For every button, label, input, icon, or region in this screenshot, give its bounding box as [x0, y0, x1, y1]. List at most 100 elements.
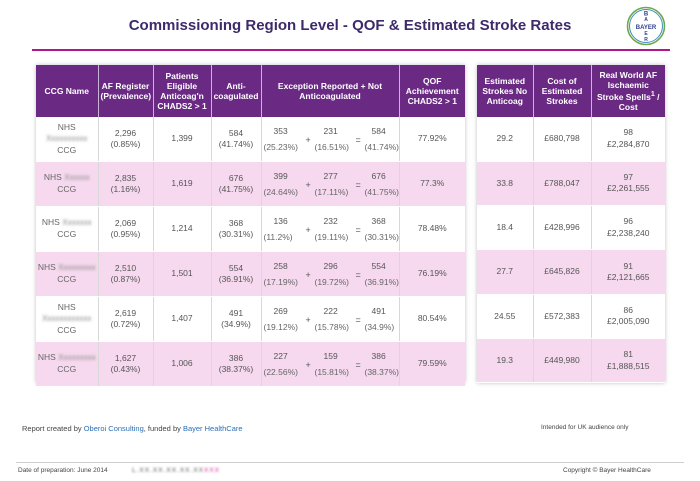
ccg-name-cell: NHS Xxxxxx CCG: [36, 161, 99, 207]
af-prevalence: (0.85%): [110, 139, 141, 149]
not-anticoag-value: 159: [323, 351, 338, 361]
header-exception: Exception Reported + Not Anticoagulated: [261, 65, 400, 117]
stroke-cost-cell: £428,996: [533, 205, 592, 251]
anticoagulated-cell: 386 (38.37%): [211, 341, 262, 387]
exception-cell: 258 (17.19%) +296 (19.72%) = 554 (36.91%): [261, 251, 400, 297]
ccg-name-cell: NHS Xxxxxxxxxx CCG: [36, 117, 99, 162]
equals-sign: =: [355, 135, 361, 145]
af-register-cell: 2,296 (0.85%): [98, 117, 154, 162]
plus-sign: +: [305, 225, 311, 235]
stroke-spells: 86: [623, 304, 633, 315]
table-row: NHS Xxxxxxxxxxxx CCG 2,619 (0.72%) 1,407 491(…: [36, 296, 465, 342]
anticoagulated-value: 584: [228, 127, 244, 138]
stroke-spells: 91: [623, 260, 633, 271]
title-divider: [32, 49, 670, 51]
ccg-suffix: CCG: [57, 364, 77, 375]
ccg-name-cell: NHS Xxxxxxxxxxxx CCG: [36, 296, 99, 342]
spell-cost: £2,005,090: [606, 316, 650, 327]
equals-sign: =: [355, 225, 361, 235]
exception-total-value: 584: [371, 126, 386, 136]
reference-code-main: L.XX.XX.XX.XX.XX: [132, 467, 204, 474]
real-world-cell: 96 £2,238,240: [591, 205, 665, 251]
table-row: NHS Xxxxxxxxxx CCG 2,296 (0.85%) 1,399 584 (41…: [36, 117, 465, 162]
header-af-register: AF Register (Prevalence): [98, 65, 154, 117]
table-row: NHS Xxxxxxxxx CCG 1,627 (0.43%) 1,006 386 (38.…: [36, 341, 465, 387]
anticoagulated-pct: (41.75%): [218, 184, 254, 194]
exception-value: 269: [273, 306, 288, 316]
ccg-prefix: NHS: [37, 352, 56, 363]
equals-sign: =: [355, 360, 361, 370]
funder-link[interactable]: Bayer HealthCare: [182, 424, 243, 433]
ccg-suffix: CCG: [57, 274, 77, 285]
svg-text:R: R: [644, 37, 648, 43]
qof-cell: 77.92%: [399, 117, 465, 162]
spell-cost: £2,261,555: [606, 183, 650, 194]
estimated-strokes-cell: 29.2: [477, 117, 534, 162]
real-world-cell: 91 £2,121,665: [591, 249, 665, 295]
af-prevalence: (0.95%): [110, 229, 141, 239]
not-anticoag-pct: (15.81%): [314, 367, 350, 377]
table-row: NHS Xxxxxxx CCG 2,069 (0.95%) 1,214 368 (30.31…: [36, 206, 465, 252]
eligible-cell: 1,501: [153, 251, 212, 297]
stroke-spells: 81: [623, 349, 633, 360]
af-register-value: 1,627: [114, 352, 137, 363]
exception-pct: (11.2%): [263, 232, 293, 242]
plus-sign: +: [305, 180, 311, 190]
creator-link[interactable]: Oberoi Consulting: [83, 424, 144, 433]
equals-sign: =: [355, 270, 361, 280]
stroke-table-card: Estimated Strokes No Anticoag Cost of Es…: [477, 65, 665, 384]
eligible-cell: 1,619: [153, 161, 212, 207]
anticoagulated-pct: (36.91%): [218, 274, 254, 284]
ccg-name-redacted: Xxxxxxx: [62, 218, 92, 228]
ccg-prefix: NHS: [43, 172, 62, 183]
qof-cell: 80.54%: [399, 296, 465, 342]
header-anticoagulated: Anti-coagulated: [211, 65, 262, 117]
header-real-world: Real World AF Ischaemic Stroke Spells1 /…: [591, 65, 665, 117]
page-title: Commissioning Region Level - QOF & Estim…: [128, 17, 572, 34]
stroke-spells: 98: [623, 127, 633, 138]
exception-pct: (25.23%): [263, 142, 299, 152]
exception-pct: (24.64%): [263, 187, 299, 197]
estimated-strokes-cell: 27.7: [477, 249, 534, 295]
anticoagulated-value: 676: [228, 172, 244, 183]
stroke-cost-cell: £788,047: [533, 161, 592, 207]
eligible-cell: 1,407: [153, 296, 212, 342]
af-prevalence: (0.87%): [110, 274, 141, 284]
ccg-prefix: NHS: [37, 262, 56, 273]
table-row: 29.2 £680,798 98 £2,284,870: [477, 117, 665, 162]
svg-text:E: E: [644, 31, 648, 37]
af-register-cell: 2,069 (0.95%): [98, 206, 154, 252]
real-world-cell: 98 £2,284,870: [591, 117, 665, 162]
exception-total-pct: (38.37%): [364, 367, 400, 377]
ccg-name-redacted: Xxxxxx: [64, 173, 90, 183]
ccg-name-redacted: Xxxxxxxxxx: [46, 134, 88, 144]
exception-pct: (19.12%): [263, 322, 299, 332]
af-register-value: 2,069: [114, 217, 137, 228]
eligible-cell: 1,006: [153, 341, 212, 387]
bayer-logo: B A BAYER E R: [626, 6, 666, 46]
header-qof: QOF Achievement CHADS2 > 1: [399, 65, 465, 117]
exception-total-value: 386: [371, 351, 386, 361]
real-world-cell: 86 £2,005,090: [591, 294, 665, 339]
ccg-name-redacted: Xxxxxxxxx: [58, 263, 96, 273]
anticoagulated-cell: 676 (41.75%): [211, 161, 262, 207]
real-world-cell: 97 £2,261,555: [591, 161, 665, 207]
af-prevalence: (0.43%): [110, 364, 141, 374]
reference-code: L.XX.XX.XX.XX.XXXXX: [132, 467, 220, 474]
exception-total-value: 368: [371, 216, 386, 226]
footer-divider: [16, 462, 684, 463]
spell-cost: £2,121,665: [606, 272, 650, 283]
audience-note: Intended for UK audience only: [541, 424, 629, 431]
stroke-cost-cell: £572,383: [533, 294, 592, 339]
estimated-strokes-cell: 18.4: [477, 205, 534, 251]
credit-prefix: Report created by: [22, 424, 84, 433]
qof-table: CCG Name AF Register (Prevalence) Patien…: [36, 65, 465, 387]
exception-total-pct: (34.9%): [364, 322, 395, 332]
table-row: 19.3 £449,980 81 £1,888,515: [477, 338, 665, 384]
ccg-prefix: NHS: [41, 217, 60, 228]
funded-prefix: , funded by: [143, 424, 183, 433]
not-anticoag-pct: (16.51%): [314, 142, 350, 152]
header-cost: Cost of Estimated Strokes: [533, 65, 592, 117]
header-estimated-strokes: Estimated Strokes No Anticoag: [477, 65, 534, 117]
header-real-world-sup: 1: [650, 90, 655, 99]
